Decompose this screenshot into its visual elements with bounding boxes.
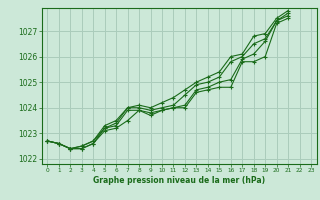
X-axis label: Graphe pression niveau de la mer (hPa): Graphe pression niveau de la mer (hPa) xyxy=(93,176,265,185)
